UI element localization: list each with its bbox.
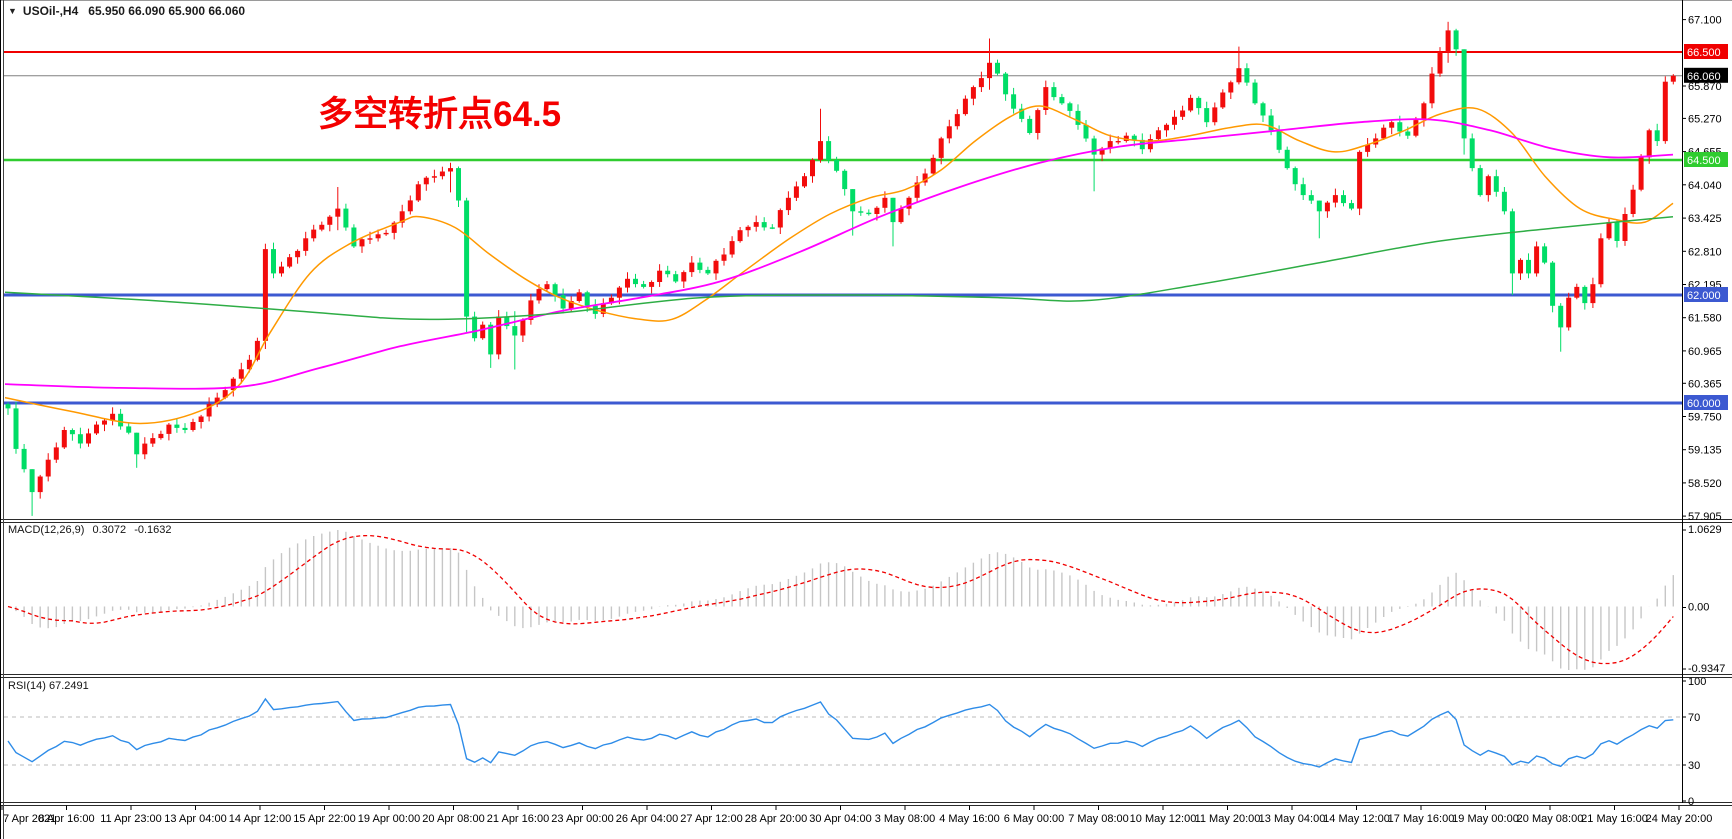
date-tick-label: 17 May 16:00: [1388, 813, 1455, 825]
date-tick-label: 26 Apr 04:00: [616, 813, 678, 825]
price-badge-text: 66.500: [1687, 47, 1721, 59]
date-tick-label: 10 May 12:00: [1130, 813, 1197, 825]
date-tick-label: 24 May 20:00: [1646, 813, 1713, 825]
ma-medium-line: [4, 118, 1674, 390]
date-tick-label: 15 Apr 22:00: [293, 813, 355, 825]
date-tick-label: 13 Apr 04:00: [164, 813, 226, 825]
rsi-line: [7, 697, 1674, 768]
price-badge-60.000: [1684, 395, 1728, 410]
date-tick-label: 6 May 00:00: [1004, 813, 1065, 825]
candles-layer: [5, 21, 1676, 516]
macd-histogram: [15, 530, 1675, 670]
level-lines: [4, 51, 1682, 405]
date-tick-label: 21 May 16:00: [1581, 813, 1648, 825]
date-tick-label: 13 May 04:00: [1259, 813, 1326, 825]
price-badge-text: 62.000: [1687, 290, 1721, 302]
price-tick-label: 67.100: [1688, 15, 1722, 27]
price-tick-label: 57.905: [1688, 511, 1722, 523]
rsi-axis-label: 0: [1688, 796, 1694, 808]
date-tick-label: 11 Apr 23:00: [100, 813, 162, 825]
date-tick-label: 23 Apr 00:00: [551, 813, 613, 825]
price-tick-label: 60.965: [1688, 346, 1722, 358]
symbol-dropdown-icon[interactable]: ▼: [8, 6, 17, 16]
price-badge-64.500: [1684, 152, 1728, 167]
date-tick-label: 8 Apr 16:00: [38, 813, 94, 825]
price-tick-label: 58.520: [1688, 478, 1722, 490]
macd-axis-label: -0.9347: [1688, 663, 1725, 675]
date-tick-label: 27 Apr 12:00: [680, 813, 742, 825]
date-tick-label: 3 May 08:00: [875, 813, 936, 825]
rsi-axis-label: 100: [1688, 676, 1706, 688]
date-tick-label: 14 May 12:00: [1323, 813, 1390, 825]
date-tick-label: 4 May 16:00: [939, 813, 1000, 825]
price-tick-label: 65.270: [1688, 113, 1722, 125]
date-tick-label: 11 May 20:00: [1195, 813, 1261, 825]
rsi-axis-label: 30: [1688, 760, 1700, 772]
macd-axis-label: 0.00: [1688, 602, 1709, 614]
rsi-axis-label: 70: [1688, 712, 1700, 724]
price-badge-62.000: [1684, 287, 1728, 302]
price-badge-66.060: [1684, 67, 1728, 83]
price-badge-text: 66.060: [1687, 71, 1721, 83]
date-tick-label: 14 Apr 12:00: [229, 813, 291, 825]
price-badge-text: 64.500: [1687, 155, 1721, 167]
date-tick-label: 20 May 08:00: [1517, 813, 1584, 825]
price-tick-label: 64.040: [1688, 180, 1722, 192]
macd-axis-label: 1.0629: [1688, 524, 1722, 536]
price-tick-label: 59.750: [1688, 412, 1722, 424]
date-tick-label: 19 May 00:00: [1452, 813, 1519, 825]
price-tick-label: 60.365: [1688, 378, 1722, 390]
price-tick-label: 65.870: [1688, 81, 1722, 93]
date-tick-label: 20 Apr 08:00: [422, 813, 484, 825]
macd-signal-line: [7, 534, 1674, 665]
date-tick-label: 30 Apr 04:00: [809, 813, 871, 825]
price-tick-label: 61.580: [1688, 313, 1722, 325]
price-badge-66.500: [1684, 44, 1728, 59]
price-tick-label: 59.135: [1688, 445, 1722, 457]
ma-slow-line: [4, 215, 1674, 321]
date-tick-label: 28 Apr 20:00: [745, 813, 807, 825]
price-tick-label: 62.810: [1688, 246, 1722, 258]
date-tick-label: 21 Apr 16:00: [487, 813, 549, 825]
price-tick-label: 63.425: [1688, 213, 1722, 225]
price-badge-text: 60.000: [1687, 398, 1721, 410]
date-tick-label: 19 Apr 00:00: [358, 813, 420, 825]
date-tick-label: 7 Apr 2021: [3, 813, 56, 825]
date-tick-label: 7 May 08:00: [1068, 813, 1129, 825]
